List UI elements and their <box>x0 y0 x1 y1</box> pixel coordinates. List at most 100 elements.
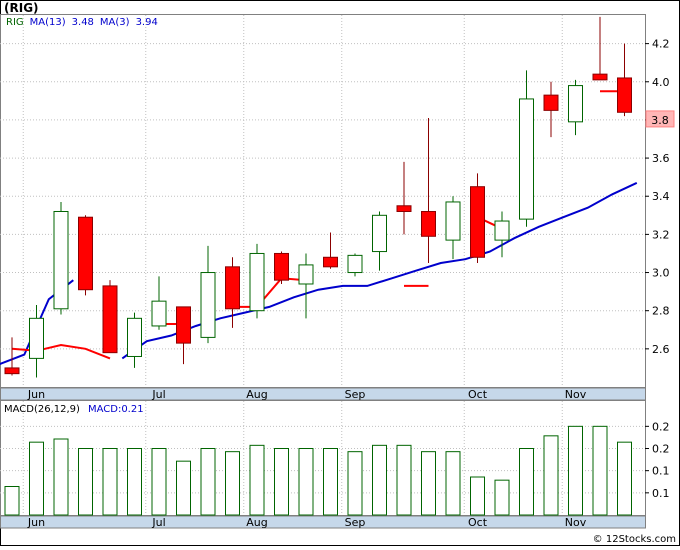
macd-bar <box>347 451 363 516</box>
macd-x-axis: Jun Jul Aug Sep Oct Nov <box>27 516 587 529</box>
macd-bar <box>298 448 314 516</box>
candle-up <box>347 253 363 277</box>
macd-bar <box>494 479 510 516</box>
footer-copyright: © 12Stocks.com <box>593 534 676 545</box>
price-gridlines <box>0 15 645 387</box>
macd-month-label: Jun <box>27 516 45 529</box>
candle-body <box>494 220 510 241</box>
macd-bar <box>225 451 240 516</box>
legend-ma13-value: 3.48 <box>72 17 94 28</box>
price-tick-label: 4.0 <box>652 76 670 89</box>
macd-bar <box>53 438 69 516</box>
candle-body <box>298 264 314 285</box>
macd-bar <box>421 451 436 516</box>
macd-bar <box>592 425 608 516</box>
macd-bar <box>29 441 44 516</box>
candle-body <box>200 272 216 338</box>
candle-down <box>421 118 436 263</box>
candlestick-series <box>4 16 632 378</box>
macd-month-label: Sep <box>345 516 366 529</box>
macd-bar <box>249 444 265 516</box>
macd-legend: MACD(26,12,9) MACD:0.21 <box>4 404 144 415</box>
candle-body <box>249 252 265 312</box>
candle-down <box>470 173 485 263</box>
candle-body <box>176 306 191 344</box>
candle-body <box>53 210 69 310</box>
price-tick-label: 3.2 <box>652 228 670 241</box>
macd-bar <box>568 425 583 516</box>
macd-bar <box>470 476 485 516</box>
candle-down <box>102 280 118 354</box>
legend-ticker: RIG <box>6 17 24 28</box>
candle-up <box>29 304 44 378</box>
macd-tick-label: 0.2 <box>652 420 670 433</box>
macd-bar <box>372 444 387 516</box>
macd-bar <box>519 448 534 516</box>
macd-colon: : <box>118 404 121 415</box>
price-x-axis-band <box>0 387 646 401</box>
candle-up <box>519 70 534 227</box>
price-tick-label: 3.4 <box>652 190 670 203</box>
macd-month-label: Nov <box>565 516 587 529</box>
candle-down <box>176 306 191 365</box>
candle-body <box>543 94 559 111</box>
candle-body <box>78 216 93 291</box>
macd-bar <box>176 460 191 516</box>
macd-bars <box>4 425 632 516</box>
macd-y-axis: 0.2 0.2 0.1 0.1 <box>645 420 670 500</box>
candle-down <box>78 215 93 296</box>
page-title: (RIG) <box>4 1 39 15</box>
candle-body <box>4 367 20 375</box>
candle-body <box>127 317 142 357</box>
macd-bar <box>617 441 632 516</box>
candle-up <box>249 243 265 319</box>
candle-body <box>445 201 461 241</box>
price-month-label: Jun <box>27 388 45 401</box>
legend-ma3-value: 3.94 <box>136 17 158 28</box>
last-price-box <box>645 110 675 128</box>
macd-tick-label: 0.2 <box>652 443 670 456</box>
candle-down <box>323 232 338 269</box>
macd-value: 0.21 <box>121 404 143 415</box>
macd-bar <box>200 448 216 516</box>
candle-up <box>127 312 142 368</box>
candle-down <box>396 161 412 235</box>
candle-down <box>617 43 632 117</box>
candle-up <box>151 276 167 330</box>
candle-body <box>519 98 534 220</box>
price-month-label: Aug <box>246 388 267 401</box>
candle-down <box>592 16 608 81</box>
macd-label: MACD(26,12,9) <box>4 404 80 415</box>
candle-down <box>225 257 240 328</box>
candle-down <box>274 251 289 284</box>
ma3-line <box>232 277 307 308</box>
candle-body <box>470 186 485 258</box>
candle-body <box>372 214 387 253</box>
candle-up <box>200 245 216 344</box>
candle-body <box>102 285 118 354</box>
candle-up <box>53 201 69 315</box>
macd-month-label: Jul <box>151 516 165 529</box>
macd-bar <box>445 451 461 516</box>
macd-bar <box>543 435 559 516</box>
candle-body <box>323 256 338 268</box>
candle-body <box>225 266 240 310</box>
price-tick-label: 3.6 <box>652 152 670 165</box>
candle-body <box>347 254 363 274</box>
macd-bar <box>323 448 338 516</box>
price-y-axis: 4.2 4.0 3.8 3.6 3.4 3.2 3.0 2.8 2.6 <box>645 38 670 356</box>
price-tick-label: 2.6 <box>652 343 670 356</box>
macd-bar <box>127 448 142 516</box>
price-month-label: Sep <box>345 388 366 401</box>
candle-up <box>445 196 461 260</box>
macd-panel: 0.2 0.2 0.1 0.1 MACD(26,12,9) MACD:0.21 <box>0 400 670 516</box>
candle-body <box>151 300 167 327</box>
candle-up <box>568 79 583 136</box>
price-month-label: Oct <box>468 388 488 401</box>
macd-tick-label: 0.1 <box>652 465 670 478</box>
legend-ma13-label: MA(13) <box>30 17 66 28</box>
candle-up <box>298 253 314 319</box>
macd-bar <box>396 444 412 516</box>
